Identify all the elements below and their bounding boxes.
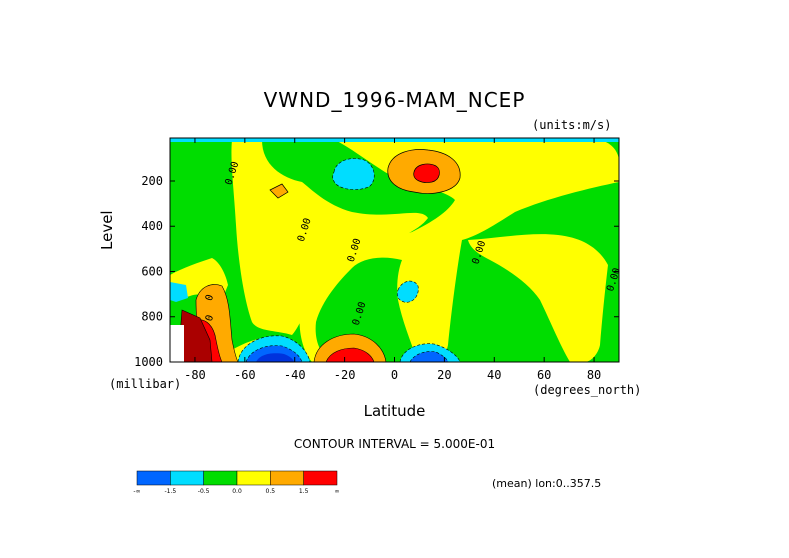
x-axis-unit-label: (degrees_north) xyxy=(533,383,642,397)
x-tick-label: 60 xyxy=(537,368,551,382)
colorbar-swatch xyxy=(170,470,204,486)
colorbar: -∞ -1.5 -0.5 0.0 0.5 1.5 ∞ xyxy=(133,470,340,495)
colorbar-swatch xyxy=(203,470,238,486)
cyan-region-far-southwest xyxy=(170,282,188,302)
missing-data-region xyxy=(170,325,184,362)
contour-interval-label: CONTOUR INTERVAL = 5.000E-01 xyxy=(293,437,496,451)
colorbar-tick-label: 1.5 xyxy=(299,488,309,495)
orange-blob-small xyxy=(269,183,289,199)
x-tick-label: 80 xyxy=(587,368,601,382)
colorbar-swatch xyxy=(270,470,304,486)
yellow-region-center xyxy=(299,140,619,362)
x-tick-label: 0 xyxy=(391,368,398,382)
units-label: (units:m/s) xyxy=(532,118,612,132)
red-region-bottom-center xyxy=(325,347,375,362)
x-tick-label: -40 xyxy=(284,368,306,382)
colorbar-tick-label: -1.5 xyxy=(164,488,176,495)
cyan-blob-upper xyxy=(332,158,375,190)
y-axis-ticks: 200 400 600 800 1000 xyxy=(134,174,619,369)
x-axis-ticks: -80 -60 -40 -20 0 20 40 60 80 xyxy=(184,138,601,382)
colorbar-tick-label: ∞ xyxy=(335,488,340,495)
colorbar-swatch xyxy=(236,470,271,486)
contour-label: 0 xyxy=(204,293,216,302)
colorbar-swatch xyxy=(303,470,338,486)
chart-title: VWND_1996-MAM_NCEP xyxy=(263,88,526,112)
y-tick-label: 400 xyxy=(141,219,163,233)
cyan-blob-mid xyxy=(396,280,419,303)
colorbar-tick-label: 0.5 xyxy=(266,488,276,495)
y-tick-label: 200 xyxy=(141,174,163,188)
mean-longitude-note: (mean) lon:0..357.5 xyxy=(492,477,602,490)
blue-region-bottom-east-2 xyxy=(409,351,449,362)
contour-label: 0 xyxy=(204,314,216,323)
x-tick-label: 20 xyxy=(437,368,451,382)
x-tick-label: -80 xyxy=(184,368,206,382)
y-tick-label: 1000 xyxy=(134,355,163,369)
colorbar-tick-label: -0.5 xyxy=(198,488,210,495)
y-tick-label: 600 xyxy=(141,264,163,278)
x-axis-label: Latitude xyxy=(363,402,426,420)
y-tick-label: 800 xyxy=(141,310,163,324)
x-tick-label: -20 xyxy=(334,368,356,382)
colorbar-swatch xyxy=(136,470,171,486)
y-axis-unit-label: (millibar) xyxy=(109,377,182,391)
x-tick-label: -60 xyxy=(234,368,256,382)
red-blob-upper xyxy=(413,163,440,183)
colorbar-tick-label: 0.0 xyxy=(232,488,242,495)
yellow-region-east xyxy=(468,234,608,362)
blue-region-bottom-3 xyxy=(256,353,294,362)
x-tick-label: 40 xyxy=(487,368,501,382)
colorbar-tick-label: -∞ xyxy=(133,488,140,495)
